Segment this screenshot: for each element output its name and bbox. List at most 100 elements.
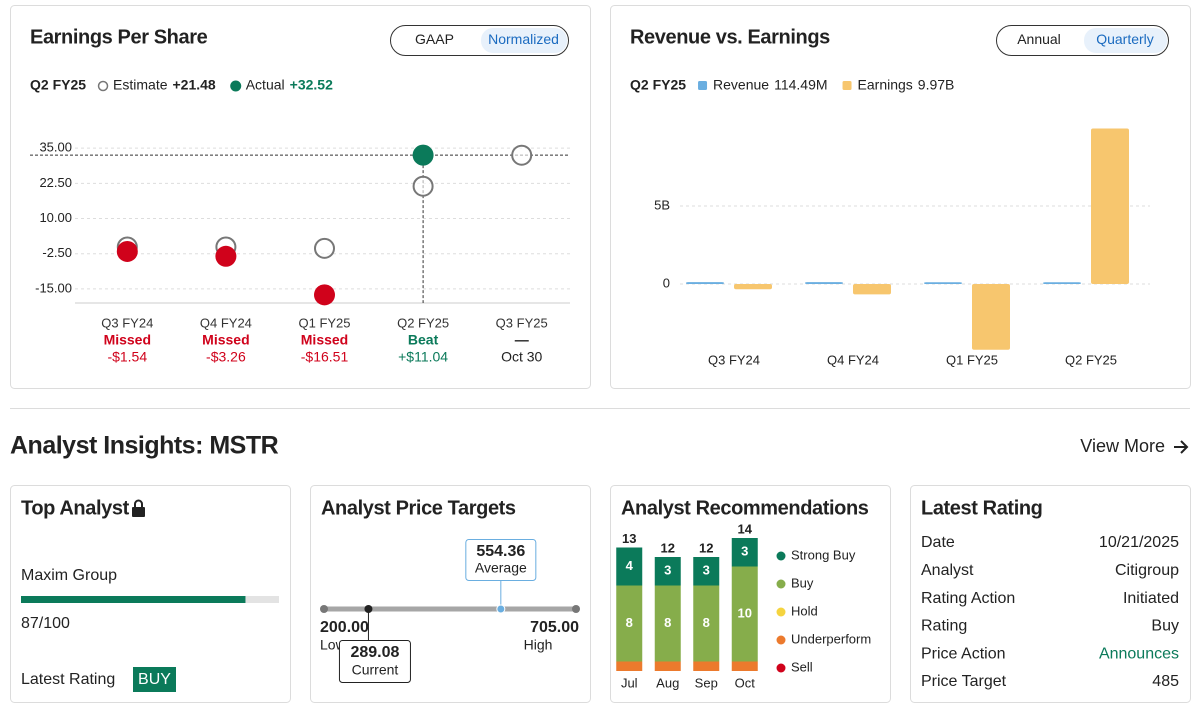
legend-value: 9.97B <box>918 77 955 93</box>
result-note: -$3.26 <box>206 349 246 365</box>
recommendations-title: Analyst Recommendations <box>621 497 869 519</box>
toggle-option[interactable]: Annual <box>1017 31 1061 47</box>
legend-marker <box>776 607 786 617</box>
view-more-link[interactable]: View More <box>1080 436 1165 456</box>
bar <box>853 283 891 295</box>
result-label: Missed <box>104 332 151 348</box>
result-label: Missed <box>202 332 249 348</box>
toggle-option[interactable]: Normalized <box>488 31 559 47</box>
legend-marker <box>842 81 852 90</box>
bar <box>1091 128 1129 284</box>
total-label: 14 <box>738 521 753 536</box>
high-value: 705.00 <box>530 619 579 636</box>
arrow-icon[interactable] <box>1174 440 1189 454</box>
bar-segment <box>731 566 758 662</box>
result-note: -$1.54 <box>107 349 147 365</box>
legend-marker <box>230 80 242 92</box>
x-tick-label: Q1 FY25 <box>946 352 998 367</box>
latest-rating-title: Latest Rating <box>921 497 1042 519</box>
segment-label: 8 <box>626 615 633 630</box>
row-label: Analyst <box>921 562 974 579</box>
current-marker <box>364 605 373 613</box>
y-tick-label: -15.00 <box>35 280 72 295</box>
row-label: Price Action <box>921 645 1005 662</box>
price-targets-title: Analyst Price Targets <box>321 497 516 519</box>
legend-marker <box>776 663 786 673</box>
bar-segment <box>693 557 720 586</box>
x-tick-label: Jul <box>621 675 638 690</box>
legend-marker <box>776 551 786 561</box>
x-tick-label: Q2 FY25 <box>1065 352 1117 367</box>
bar-segment <box>616 547 643 586</box>
actual-point <box>116 240 138 262</box>
bar-segment <box>616 661 643 671</box>
legend-marker <box>776 635 786 645</box>
y-tick-label: -2.50 <box>42 245 72 260</box>
bar <box>686 282 724 284</box>
low-value: 200.00 <box>320 619 369 636</box>
x-tick-label: Aug <box>656 675 679 690</box>
bar <box>805 282 843 284</box>
rating-badge-text: BUY <box>138 671 171 688</box>
legend-value: 114.49M <box>774 77 827 93</box>
segment-label: 4 <box>626 558 634 573</box>
x-tick-label: Q3 FY25 <box>496 315 548 330</box>
result-label: Missed <box>301 332 348 348</box>
bar-segment <box>616 585 643 662</box>
result-note: -$16.51 <box>301 349 349 365</box>
legend-value: +32.52 <box>290 77 333 93</box>
row-label: Date <box>921 534 955 551</box>
bar-segment <box>654 557 681 586</box>
toggle-active[interactable] <box>1084 28 1167 53</box>
legend-name: Revenue <box>713 77 769 93</box>
average-value: 554.36 <box>476 543 525 560</box>
current-name: Current <box>352 662 399 678</box>
eps-card <box>10 5 591 389</box>
legend-name: Hold <box>791 603 818 618</box>
bar-segment <box>654 661 681 671</box>
row-label: Rating Action <box>921 590 1015 607</box>
average-marker <box>496 604 506 614</box>
x-tick-label: Q4 FY24 <box>200 315 252 330</box>
result-label: — <box>515 332 529 348</box>
y-tick-label: 10.00 <box>39 210 72 225</box>
row-value: Buy <box>1151 618 1179 635</box>
top-analyst-card <box>10 485 291 703</box>
high-marker <box>572 605 580 613</box>
segment-label: 3 <box>741 544 748 559</box>
total-label: 12 <box>699 540 713 555</box>
rating-badge <box>133 667 176 692</box>
x-tick-label: Q2 FY25 <box>397 315 449 330</box>
bar <box>972 283 1010 350</box>
segment-label: 10 <box>738 605 752 620</box>
segment-label: 3 <box>703 563 710 578</box>
top-analyst-title: Top Analyst <box>21 497 130 519</box>
bar-segment <box>693 585 720 662</box>
estimate-point <box>314 237 335 259</box>
legend-value: +21.48 <box>173 77 216 93</box>
current-value: 289.08 <box>350 644 399 661</box>
y-tick-label: 5B <box>654 197 670 212</box>
y-tick-label: 22.50 <box>39 175 72 190</box>
x-tick-label: Oct <box>735 675 756 690</box>
bar-segment <box>654 585 681 662</box>
summary-period: Q2 FY25 <box>630 77 686 93</box>
result-label: Beat <box>408 332 439 348</box>
revenue-title: Revenue vs. Earnings <box>630 26 830 48</box>
latest-rating-label: Latest Rating <box>21 671 115 688</box>
legend-name: Actual <box>246 77 285 93</box>
toggle-option[interactable]: Quarterly <box>1096 31 1154 47</box>
actual-point <box>215 245 237 267</box>
segment-label: 3 <box>664 563 671 578</box>
estimate-point <box>511 144 533 166</box>
x-tick-label: Sep <box>695 675 718 690</box>
actual-point <box>314 284 335 306</box>
average-box <box>465 539 537 581</box>
toggle-active[interactable] <box>481 28 567 53</box>
legend-name: Strong Buy <box>791 547 856 562</box>
latest-rating-card <box>910 485 1191 703</box>
legend-name: Earnings <box>858 77 913 93</box>
toggle-option[interactable]: GAAP <box>415 31 454 47</box>
segment-label: 8 <box>703 615 710 630</box>
section-title: Analyst Insights: MSTR <box>10 432 279 460</box>
